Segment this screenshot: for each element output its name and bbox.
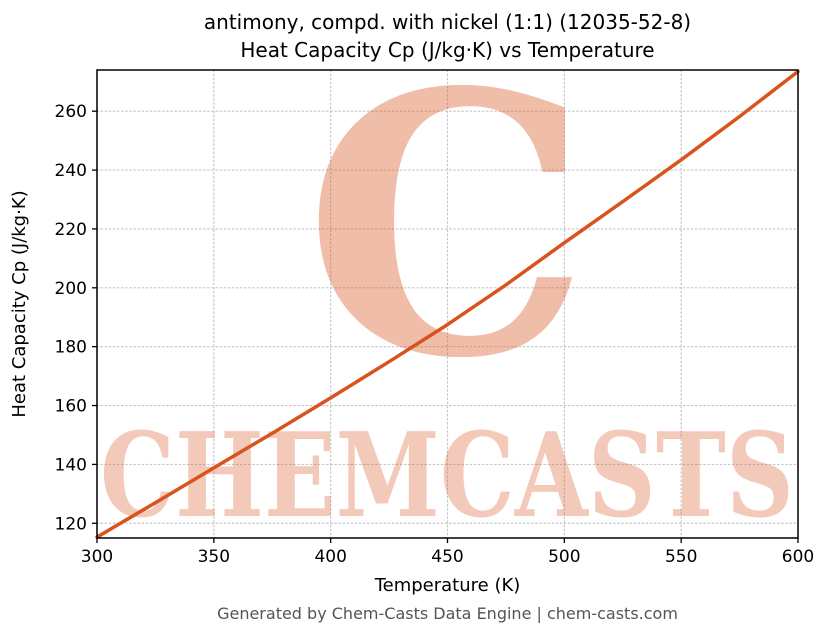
svg-text:600: 600 — [782, 547, 814, 567]
svg-text:240: 240 — [55, 161, 87, 181]
footer-credit: Generated by Chem-Casts Data Engine | ch… — [217, 604, 678, 623]
y-axis-label: Heat Capacity Cp (J/kg·K) — [9, 190, 30, 417]
svg-text:450: 450 — [431, 547, 463, 567]
svg-text:260: 260 — [55, 102, 87, 122]
svg-text:160: 160 — [55, 397, 87, 417]
gridlines — [96, 69, 799, 539]
svg-text:200: 200 — [55, 279, 87, 299]
x-tick-labels: 300 350 400 450 500 550 600 — [81, 547, 814, 567]
svg-text:350: 350 — [198, 547, 230, 567]
svg-text:180: 180 — [55, 338, 87, 358]
svg-text:400: 400 — [314, 547, 346, 567]
plot-border — [96, 69, 799, 539]
watermark-text: CHEMCASTS — [100, 408, 794, 544]
svg-text:120: 120 — [55, 514, 87, 534]
y-tick-labels: 120 140 160 180 200 220 240 260 — [55, 102, 87, 534]
svg-text:220: 220 — [55, 220, 87, 240]
cp-series-line — [95, 69, 800, 539]
svg-text:300: 300 — [81, 547, 113, 567]
svg-text:140: 140 — [55, 455, 87, 475]
chart-title-line1: antimony, compd. with nickel (1:1) (1203… — [203, 10, 692, 34]
x-axis-label: Temperature (K) — [374, 575, 521, 596]
tick-marks — [92, 110, 799, 543]
chart-title: antimony, compd. with nickel (1:1) (1203… — [97, 8, 798, 64]
chart-title-line2: Heat Capacity Cp (J/kg·K) vs Temperature — [240, 38, 655, 62]
svg-text:550: 550 — [665, 547, 697, 567]
svg-text:500: 500 — [548, 547, 580, 567]
watermark-letter-icon: C — [304, 14, 591, 437]
